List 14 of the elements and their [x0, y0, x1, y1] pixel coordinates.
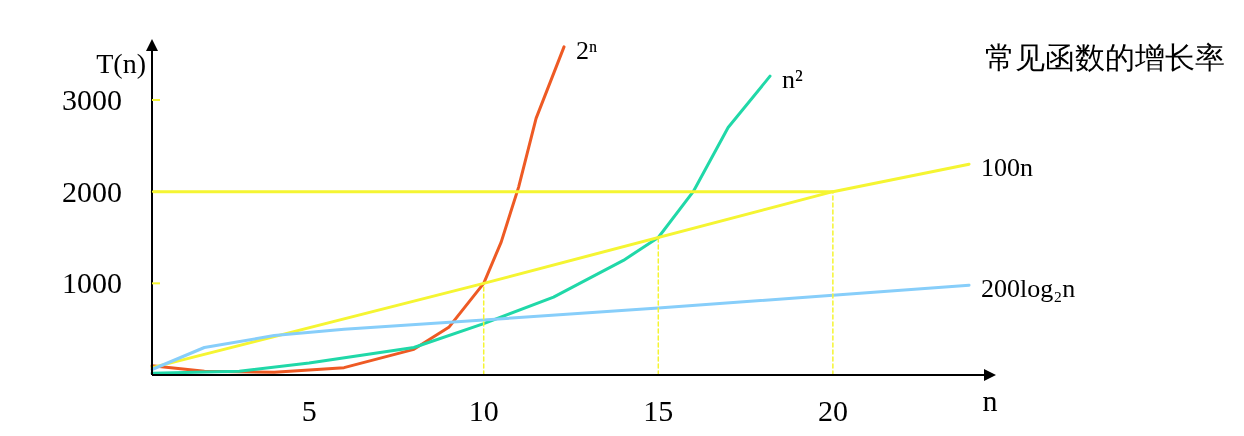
y-tick-label: 3000 — [62, 83, 122, 116]
series-label: 100n — [981, 153, 1034, 183]
x-tick-label: 15 — [643, 394, 674, 427]
series-label: n² — [782, 65, 804, 95]
series-label: 200log₂n — [981, 274, 1076, 304]
y-tick-label: 2000 — [62, 174, 122, 208]
series-label: 2ⁿ — [576, 35, 598, 65]
y-tick-label: 1000 — [62, 266, 122, 300]
x-tick-label: 5 — [301, 394, 317, 427]
x-axis-title: n — [982, 384, 998, 417]
text: 常见函数的增长率 — [985, 40, 1225, 75]
x-tick-label: 10 — [468, 394, 499, 427]
y-axis-title: T(n) — [96, 48, 146, 79]
x-tick-label: 20 — [817, 394, 848, 427]
